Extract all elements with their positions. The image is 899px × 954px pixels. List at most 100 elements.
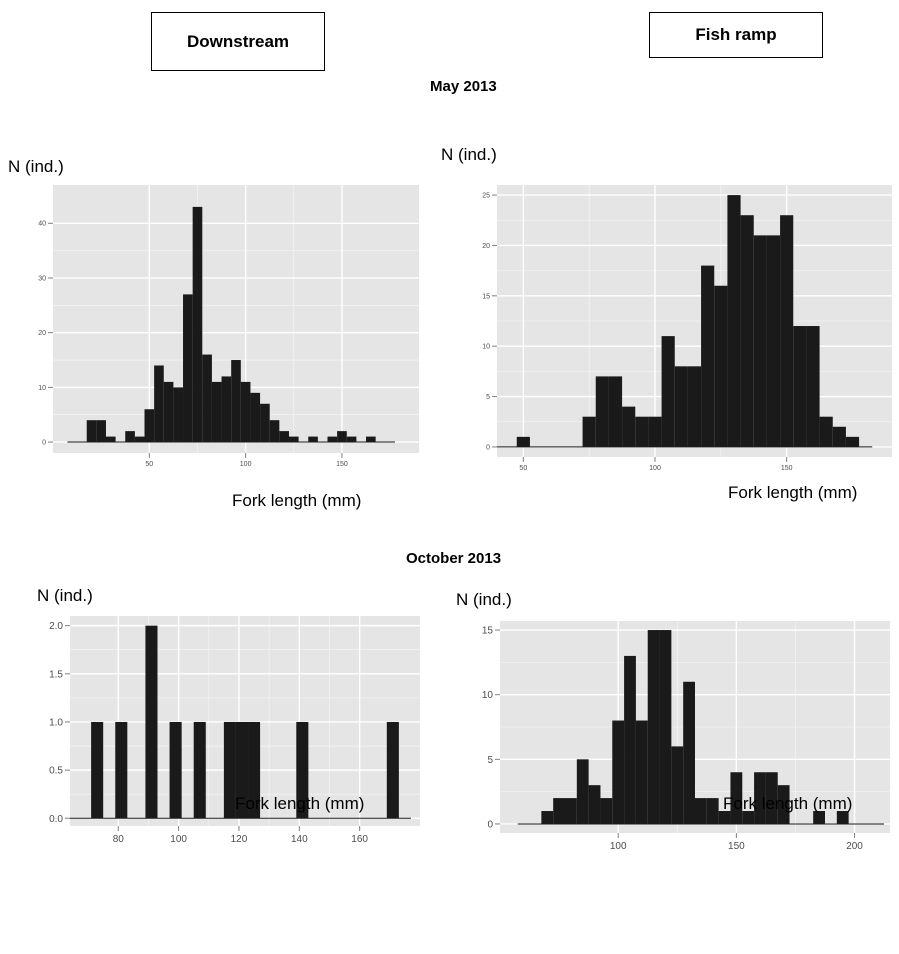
histogram-bar	[624, 655, 636, 824]
y-axis-label-fishramp-oct: N (ind.)	[456, 590, 512, 609]
histogram-bar	[288, 436, 299, 443]
histogram-bar	[845, 436, 860, 447]
histogram-bar	[714, 285, 728, 447]
histogram-bar	[765, 772, 778, 824]
histogram-bar	[231, 360, 241, 443]
x-tick-label: 100	[610, 841, 627, 852]
histogram-bar	[144, 409, 155, 443]
histogram-bar	[754, 772, 766, 824]
histogram-bar	[683, 681, 695, 824]
histogram-bar	[832, 426, 846, 447]
histogram-bar	[595, 376, 609, 447]
x-tick-label: 100	[170, 834, 187, 845]
histogram-bar	[565, 798, 577, 824]
y-tick-label: 0	[486, 444, 490, 451]
y-axis-label-downstream-oct: N (ind.)	[37, 586, 93, 605]
histogram-bar	[766, 235, 781, 447]
y-tick-label: 10	[482, 690, 494, 701]
histogram-bar	[730, 772, 743, 824]
histogram-bar	[588, 785, 601, 824]
histogram-bar	[635, 720, 648, 824]
histogram-bar	[516, 436, 530, 447]
y-tick-label: 30	[38, 275, 46, 282]
downstream-header-text: Downstream	[186, 31, 290, 51]
histogram-bar	[701, 265, 715, 447]
histogram-bar	[612, 720, 625, 824]
histogram-bar	[279, 431, 289, 443]
x-tick-label: 150	[336, 461, 348, 468]
histogram-bar	[386, 721, 399, 819]
histogram-bar	[193, 721, 206, 819]
x-axis-label-downstream-oct: Fork length (mm)	[235, 794, 365, 813]
y-tick-label: 1.0	[49, 717, 63, 728]
histogram-bar	[695, 798, 707, 824]
x-tick-label: 50	[519, 465, 527, 472]
y-tick-label: 20	[482, 243, 490, 250]
x-axis-label-fishramp-may: Fork length (mm)	[728, 483, 858, 502]
x-tick-label: 80	[113, 834, 125, 845]
x-tick-label: 150	[728, 841, 745, 852]
y-tick-label: 40	[38, 221, 46, 228]
y-tick-label: 1.5	[49, 669, 63, 680]
histogram-bar	[346, 436, 357, 443]
downstream-header: Downstream	[151, 12, 325, 71]
histogram-bar	[727, 195, 741, 447]
x-tick-label: 50	[145, 461, 153, 468]
histogram-bar	[671, 746, 684, 824]
histogram-bar	[553, 798, 565, 824]
x-tick-label: 100	[240, 461, 252, 468]
y-tick-label: 10	[482, 344, 490, 351]
x-axis-label-downstream-may: Fork length (mm)	[232, 491, 362, 510]
histogram-bar	[337, 431, 347, 443]
histogram-bar	[742, 811, 755, 824]
histogram-bar	[600, 798, 613, 824]
histogram-bar	[211, 381, 222, 443]
histogram-bar	[706, 798, 719, 824]
histogram-bar	[806, 326, 820, 447]
fish-ramp-header: Fish ramp	[649, 12, 823, 58]
histogram-bar	[115, 721, 128, 819]
histogram-bar	[813, 811, 825, 824]
histogram-fishramp-oct: 0 5 10 15 100 150 200	[482, 621, 890, 852]
histogram-bar	[125, 431, 135, 443]
histogram-bar	[777, 785, 790, 824]
histogram-bar	[366, 436, 376, 443]
y-tick-label: 5	[486, 394, 490, 401]
histogram-bar	[647, 630, 660, 824]
x-tick-label: 150	[781, 465, 793, 472]
histogram-bar	[582, 416, 596, 447]
histogram-bar	[221, 376, 232, 443]
x-tick-label: 200	[846, 841, 863, 852]
histogram-bar	[780, 215, 794, 447]
y-axis-label-downstream-may: N (ind.)	[8, 157, 64, 176]
y-tick-label: 5	[487, 755, 493, 766]
histogram-bar	[740, 215, 754, 447]
y-tick-label: 2.0	[49, 621, 63, 632]
section-title-may: May 2013	[430, 78, 497, 95]
histogram-bar	[793, 326, 807, 447]
histogram-bar	[202, 354, 212, 443]
histogram-bar	[169, 721, 182, 819]
histogram-fishramp-may: 0 5 10 15 20 25 50 100 150	[482, 185, 892, 472]
histogram-bar	[173, 387, 184, 443]
y-tick-label: 10	[38, 385, 46, 392]
histogram-bar	[192, 206, 203, 443]
histogram-bar	[308, 436, 318, 443]
histogram-bar	[661, 336, 675, 447]
histogram-bar	[576, 759, 589, 824]
x-axis-label-fishramp-oct: Fork length (mm)	[723, 794, 853, 813]
histogram-bar	[819, 416, 833, 447]
x-tick-label: 140	[291, 834, 308, 845]
histogram-bar	[635, 416, 649, 447]
fish-ramp-header-text: Fish ramp	[695, 25, 777, 44]
histogram-bar	[674, 366, 688, 447]
histogram-bar	[96, 420, 106, 443]
y-tick-label: 0.5	[49, 766, 63, 777]
histogram-bar	[327, 436, 338, 443]
histogram-bar	[648, 416, 662, 447]
histogram-bar	[260, 403, 270, 443]
histogram-bar	[105, 436, 116, 443]
y-tick-label: 20	[38, 330, 46, 337]
histogram-bar	[296, 721, 309, 819]
histogram-bar	[659, 630, 672, 824]
